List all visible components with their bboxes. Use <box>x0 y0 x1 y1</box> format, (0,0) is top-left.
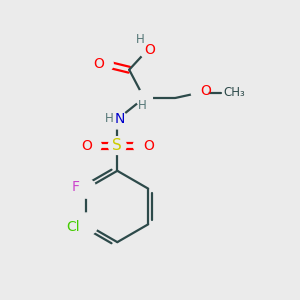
Text: O: O <box>81 139 92 152</box>
Circle shape <box>140 43 154 58</box>
Circle shape <box>97 56 113 72</box>
Text: N: N <box>115 112 125 126</box>
Text: O: O <box>93 57 104 71</box>
Text: H: H <box>136 33 145 46</box>
Circle shape <box>191 84 208 101</box>
Text: O: O <box>143 139 154 152</box>
Circle shape <box>136 90 152 106</box>
Text: CH₃: CH₃ <box>224 86 245 99</box>
Circle shape <box>134 137 150 154</box>
Text: S: S <box>112 138 122 153</box>
Circle shape <box>85 137 101 154</box>
Circle shape <box>108 136 126 154</box>
Circle shape <box>77 179 96 198</box>
Text: Cl: Cl <box>66 220 80 234</box>
Circle shape <box>75 213 98 236</box>
Text: O: O <box>201 84 212 98</box>
Text: O: O <box>145 44 155 57</box>
Circle shape <box>108 110 127 129</box>
Text: H: H <box>105 112 113 125</box>
Text: H: H <box>138 99 147 112</box>
Text: F: F <box>72 180 80 194</box>
